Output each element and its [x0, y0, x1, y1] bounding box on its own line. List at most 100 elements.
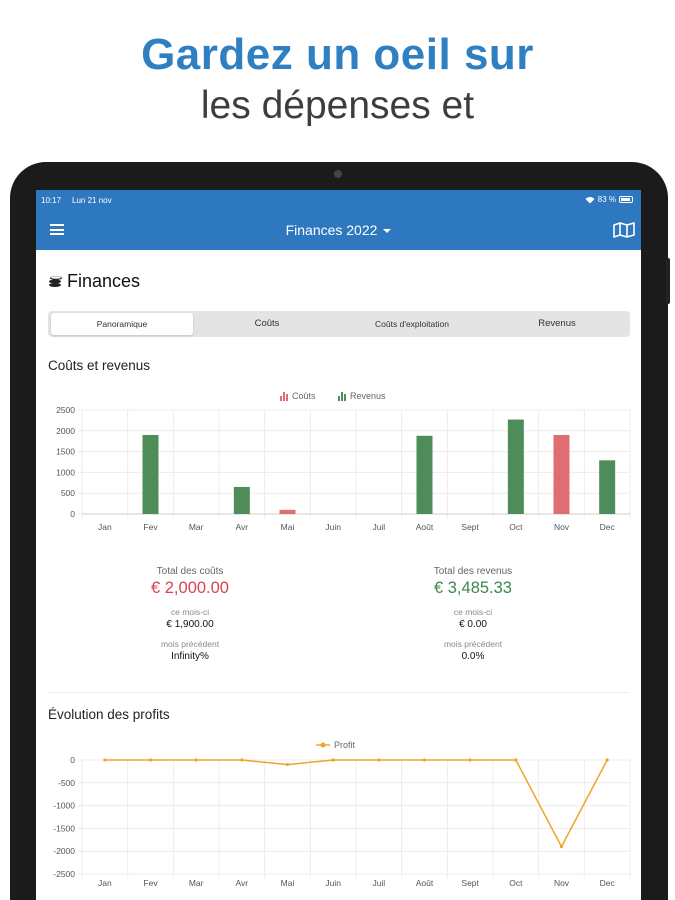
- x-tick-label: Jan: [98, 522, 112, 532]
- page-title: Finances: [67, 271, 141, 291]
- y-tick-label: -1500: [53, 823, 75, 833]
- year-selector[interactable]: Finances 2022: [36, 222, 641, 238]
- chevron-down-icon: [383, 229, 392, 234]
- revenues-prev-month-value: 0.0%: [461, 651, 485, 662]
- x-tick-label: Mai: [281, 522, 295, 532]
- x-tick-label: Juin: [325, 522, 341, 532]
- total-revenues-label: Total des revenus: [433, 566, 513, 577]
- status-bar: 10:17 Lun 21 nov 83 %: [36, 190, 641, 210]
- tab-panoramique[interactable]: Panoramique: [51, 313, 193, 335]
- total-costs-value: € 2,000.00: [151, 579, 229, 597]
- x-tick-label: Sept: [461, 522, 479, 532]
- legend-profit-label: Profit: [334, 740, 356, 750]
- profit-point: [514, 758, 518, 762]
- bar-chart-icon: [338, 391, 346, 401]
- chart-legend-profit[interactable]: Profit: [316, 740, 355, 750]
- x-tick-label: Mar: [189, 522, 204, 532]
- tab-revenus[interactable]: Revenus: [538, 318, 576, 329]
- profit-point: [148, 758, 153, 762]
- y-tick-label: -500: [58, 778, 75, 788]
- revenue-bar: [233, 486, 250, 514]
- section-divider: [48, 692, 630, 693]
- revenues-this-month-value: € 0.00: [459, 619, 487, 630]
- line-marker-icon: [316, 742, 330, 748]
- legend-costs-label: Coûts: [292, 391, 316, 401]
- bar-chart-icon: [280, 391, 288, 401]
- x-tick-label: Sept: [461, 878, 479, 888]
- tab-couts[interactable]: Coûts: [254, 318, 280, 329]
- revenues-summary: Total des revenus € 3,485.33 ce mois-ci …: [383, 566, 563, 662]
- chart-legend-costs[interactable]: Coûts: [280, 391, 316, 401]
- x-tick-label: Oct: [509, 522, 523, 532]
- x-tick-label: Nov: [554, 878, 570, 888]
- revenue-bar: [142, 434, 159, 514]
- x-tick-label: Oct: [509, 878, 523, 888]
- y-tick-label: 2000: [56, 426, 75, 436]
- revenue-bar: [416, 435, 433, 514]
- app-bar: Finances 2022: [36, 210, 641, 250]
- status-time: 10:17: [41, 196, 62, 205]
- x-tick-label: Août: [416, 522, 434, 532]
- y-tick-label: 500: [61, 488, 75, 498]
- profit-point: [331, 758, 335, 762]
- x-tick-label: Mar: [189, 878, 204, 888]
- costs-this-month-label: ce mois-ci: [170, 607, 210, 617]
- costs-revenue-title: Coûts et revenus: [48, 358, 151, 373]
- x-tick-label: Juil: [372, 522, 385, 532]
- x-tick-label: Fev: [143, 878, 158, 888]
- profit-point: [103, 758, 107, 762]
- y-tick-label: 2500: [56, 405, 75, 415]
- cost-bar: [279, 509, 296, 514]
- camera-dot: [334, 170, 342, 178]
- y-tick-label: 1500: [56, 447, 75, 457]
- wifi-icon: [585, 196, 595, 203]
- profit-point: [468, 758, 472, 762]
- costs-prev-month-label: mois précédent: [160, 639, 220, 649]
- legend-revenues-label: Revenus: [350, 391, 386, 401]
- battery-icon: [619, 196, 633, 203]
- view-tabs: Panoramique Coûts Coûts d'exploitation R…: [48, 311, 630, 337]
- profit-point: [194, 758, 198, 762]
- tablet-side-button: [666, 258, 670, 304]
- x-tick-label: Juil: [372, 878, 385, 888]
- x-tick-label: Juin: [325, 878, 341, 888]
- app-screen: 10:17 Lun 21 nov 83 % Finances 2022 Fina…: [36, 190, 641, 900]
- total-costs-label: Total des coûts: [156, 566, 224, 577]
- profit-title: Évolution des profits: [48, 707, 170, 722]
- x-tick-label: Mai: [281, 878, 295, 888]
- revenues-this-month-label: ce mois-ci: [453, 607, 493, 617]
- profit-point: [377, 758, 381, 762]
- x-tick-label: Fev: [143, 522, 158, 532]
- x-tick-label: Nov: [554, 522, 570, 532]
- profit-point: [422, 758, 427, 762]
- profit-point: [240, 758, 244, 762]
- coins-icon: [49, 276, 62, 287]
- costs-prev-month-value: Infinity%: [171, 651, 209, 662]
- total-revenues-value: € 3,485.33: [434, 579, 512, 597]
- hamburger-icon[interactable]: [50, 224, 64, 235]
- y-tick-label: 1000: [56, 467, 75, 477]
- costs-revenue-chart: 0 500 1000 1500 2000 2500 Jan Fev Mar Avr Mai Juin J…: [56, 405, 631, 532]
- revenue-bar: [599, 460, 616, 514]
- promo-headline: Gardez un oeil sur: [141, 30, 534, 79]
- y-tick-label: 0: [70, 509, 75, 519]
- y-tick-label: -1000: [53, 801, 75, 811]
- page-title-row: Finances: [48, 271, 140, 292]
- status-indicators: 83 %: [585, 195, 633, 204]
- costs-this-month-value: € 1,900.00: [166, 619, 214, 630]
- profit-chart: 0 -500 -1000 -1500 -2000 -2500 Jan Fev Mar Avr Mai…: [53, 755, 631, 888]
- y-tick-label: -2000: [53, 846, 75, 856]
- profit-line: [104, 759, 608, 849]
- map-icon[interactable]: [613, 222, 635, 238]
- profit-point: [605, 758, 609, 762]
- y-tick-label: 0: [70, 755, 75, 765]
- tab-couts-exploitation[interactable]: Coûts d'exploitation: [375, 319, 449, 329]
- costs-summary: Total des coûts € 2,000.00 ce mois-ci € …: [100, 566, 280, 662]
- promo-subheadline: les dépenses et: [200, 84, 475, 127]
- x-tick-label: Jan: [98, 878, 112, 888]
- x-tick-label: Avr: [236, 878, 249, 888]
- profit-point: [285, 762, 290, 767]
- chart-legend-revenues[interactable]: Revenus: [338, 391, 386, 401]
- app-title: Finances 2022: [285, 222, 378, 238]
- battery-percent: 83 %: [597, 195, 616, 204]
